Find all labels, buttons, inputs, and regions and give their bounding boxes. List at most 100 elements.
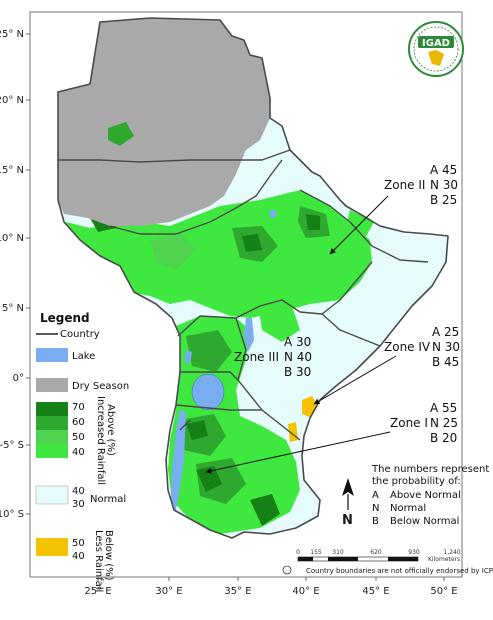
zone-ii-n: N 30	[430, 178, 458, 192]
lat-label: 25° N	[0, 29, 24, 40]
below-value: 40	[72, 551, 85, 562]
zone-i-b: B 20	[430, 431, 457, 445]
igad-logo: IGAD	[408, 21, 464, 77]
above-70-patch	[306, 214, 320, 230]
zone-ii-annotation: A 45 Zone II N 30 B 25	[329, 163, 458, 255]
lake-victoria	[191, 373, 225, 411]
lake-albert	[184, 350, 192, 364]
zone-i-annotation: A 55 Zone I N 25 B 20	[205, 401, 458, 474]
lon-label: 45° E	[362, 586, 389, 597]
above-70-patch	[186, 420, 208, 440]
above-value: 60	[72, 417, 85, 428]
footer-disclaimer: Country boundaries are not officially en…	[306, 567, 493, 575]
note-key-n: N	[372, 503, 379, 514]
lat-label: -5° S	[0, 440, 24, 451]
logo-text: IGAD	[422, 38, 450, 49]
above-60-patch	[108, 122, 134, 146]
legend-dry-season: Dry Season	[72, 381, 129, 392]
lat-label: 15° N	[0, 165, 24, 176]
scale-bar: 0 155 310 620 930 1,240 Kilometers	[296, 549, 461, 563]
lon-label: 35° E	[224, 586, 251, 597]
north-label: N	[342, 513, 353, 528]
legend-title: Legend	[40, 311, 90, 325]
zone-iii-annotation: A 30 Zone III N 40 B 30	[234, 335, 312, 379]
lat-label: -10° S	[0, 509, 24, 520]
lat-label: 20° N	[0, 95, 24, 106]
longitude-labels: 25° E 30° E 35° E 40° E 45° E 50° E	[84, 586, 457, 597]
above-70-patch	[250, 494, 280, 526]
normal-value: 30	[72, 499, 85, 510]
lon-label: 30° E	[155, 586, 182, 597]
lon-label: 25° E	[84, 586, 111, 597]
dry-season-area	[58, 18, 270, 226]
dry-season-swatch	[36, 378, 68, 392]
zone-iii-b: B 30	[284, 365, 311, 379]
above-50-patch	[150, 232, 196, 270]
above-70-patch	[242, 234, 262, 252]
below-swatch	[36, 538, 68, 556]
africa-shape-icon	[428, 50, 444, 66]
note-key-b: B	[372, 516, 379, 527]
lat-label: 0°	[13, 373, 24, 384]
above-value: 70	[72, 402, 85, 413]
zone-i-n: N 25	[430, 416, 458, 430]
scale-label: 0	[296, 549, 300, 556]
lake-turkana	[244, 318, 254, 352]
country-boundary-outline	[57, 17, 449, 539]
zone-ii-b: B 25	[430, 193, 457, 207]
scale-label: 310	[332, 549, 344, 556]
lat-label: 10° N	[0, 233, 24, 244]
zone-iv-a: A 25	[432, 325, 459, 339]
legend-normal: Normal	[90, 494, 126, 505]
info-icon	[282, 565, 292, 575]
above-axis-label-1: Above (%)	[105, 404, 116, 456]
zone-iii-n: N 40	[284, 350, 312, 364]
tick-marks	[26, 33, 445, 581]
legend: Legend Country Lake Dry Season 70 60 50 …	[35, 311, 129, 592]
below-axis-label-2: Less Rainfall	[93, 530, 104, 592]
above-50-swatch	[36, 430, 68, 444]
above-60-swatch	[36, 416, 68, 430]
above-value: 50	[72, 432, 85, 443]
lake-swatch	[36, 348, 68, 362]
normal-value: 40	[72, 486, 85, 497]
scale-label: 930	[408, 549, 420, 556]
above-value: 40	[72, 447, 85, 458]
zone-i-name: Zone I	[390, 416, 428, 430]
scale-label: 620	[370, 549, 382, 556]
zone-i-a: A 55	[430, 401, 457, 415]
lon-label: 50° E	[430, 586, 457, 597]
note-label-b: Below Normal	[390, 516, 459, 527]
zone-iii-name: Zone III	[234, 350, 279, 364]
below-axis-label-1: Below (%)	[103, 530, 114, 581]
zone-iv-n: N 30	[432, 340, 460, 354]
scale-label: 155	[310, 549, 322, 556]
zone-ii-name: Zone II	[384, 178, 425, 192]
zone-iv-name: Zone IV	[384, 340, 431, 354]
above-70-swatch	[36, 402, 68, 416]
below-value: 50	[72, 538, 85, 549]
scale-label: 1,240	[443, 549, 460, 556]
note-key-a: A	[372, 490, 379, 501]
lon-label: 40° E	[292, 586, 319, 597]
latitude-labels: 25° N 20° N 15° N 10° N 5° N 0° -5° S -1…	[0, 29, 24, 520]
note-line-1: The numbers represent	[371, 464, 489, 475]
north-arrow: N	[342, 478, 354, 528]
above-60-patch	[186, 330, 232, 372]
lake-tana	[270, 210, 276, 218]
zone-iv-annotation: A 25 Zone IV N 30 B 45	[313, 325, 460, 405]
note-line-2: the probability of:	[372, 476, 461, 487]
zone-ii-a: A 45	[430, 163, 457, 177]
note-label-a: Above Normal	[390, 490, 461, 501]
legend-lake: Lake	[72, 351, 95, 362]
internal-country-boundaries	[58, 149, 429, 441]
note-label-n: Normal	[390, 503, 426, 514]
normal-swatch	[35, 485, 69, 505]
zone-iv-b: B 45	[432, 355, 459, 369]
probability-note: The numbers represent the probability of…	[371, 464, 489, 527]
lake-tanganyika	[170, 410, 186, 520]
scale-unit: Kilometers	[428, 556, 460, 563]
footer: Country boundaries are not officially en…	[282, 565, 493, 575]
above-normal-patch	[210, 280, 276, 310]
